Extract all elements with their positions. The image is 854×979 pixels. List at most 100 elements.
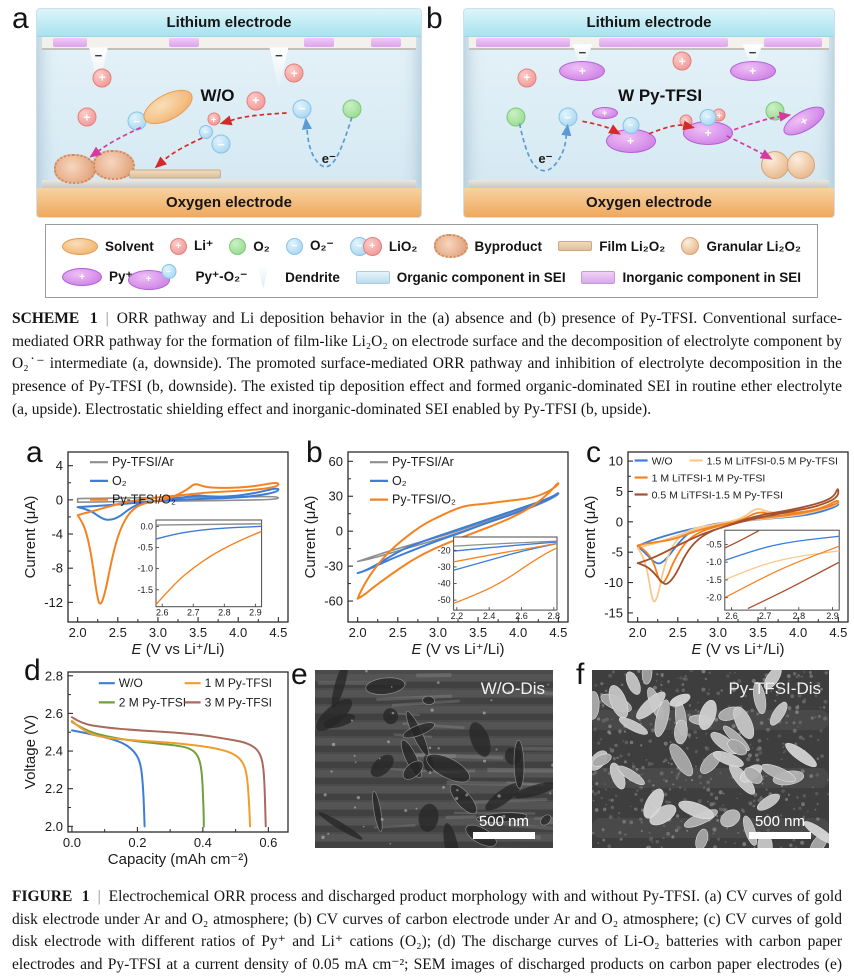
caption-separator: | — [97, 888, 101, 905]
solvent-icon — [62, 237, 98, 255]
legend-item: Dendrite — [257, 265, 340, 289]
superoxide-icon: − — [558, 107, 578, 127]
svg-text:-40: -40 — [438, 579, 451, 589]
scheme-caption: SCHEME 1 | ORR pathway and Li deposition b… — [12, 308, 842, 421]
legend-label: O₂ — [392, 474, 407, 488]
legend-label: 3 M Py-TFSI — [205, 695, 272, 709]
inset-series-inset-o2 — [156, 525, 262, 540]
inorganic-sei-segment — [476, 38, 570, 47]
legend-item-label: O₂ — [253, 238, 270, 254]
li-ion-icon: + — [92, 68, 112, 88]
scheme-legend: Solvent + Li⁺ O₂ − O₂⁻ − + LiO₂ Byproduct Film Li₂… — [45, 224, 818, 298]
legend-label: Py-TFSI/O₂ — [392, 493, 456, 507]
oxygen-electrode-label: Oxygen electrode — [37, 188, 421, 217]
legend-item: + − Py⁺-O₂⁻ — [127, 264, 248, 290]
scale-bar — [473, 832, 535, 839]
inset-series-inset-py-o2 — [156, 530, 262, 606]
svg-text:0: 0 — [336, 524, 343, 539]
py-cation-icon: + — [591, 107, 618, 119]
inset-box — [453, 536, 558, 611]
legend-item-label: LiO₂ — [388, 238, 418, 254]
svg-text:4.0: 4.0 — [229, 625, 247, 640]
legend-item-label: Py⁺ — [109, 269, 133, 284]
svg-text:-0.5: -0.5 — [137, 542, 153, 552]
py-icon: + — [62, 268, 102, 286]
legend-item-label: Byproduct — [474, 238, 543, 254]
svg-text:2.0: 2.0 — [69, 625, 87, 640]
legend-label: 0.5 M LiTFSI-1.5 M Py-TFSI — [652, 490, 783, 502]
svg-text:2.2: 2.2 — [45, 781, 63, 796]
svg-text:-30: -30 — [438, 562, 451, 572]
svg-text:-60: -60 — [324, 594, 343, 609]
legend-item: Byproduct — [433, 234, 543, 258]
svg-text:-1.0: -1.0 — [137, 564, 153, 574]
chart-svg-a: 2.0 2.5 3.0 3.5 4.0 4.5 4 0 -4 -8 -12 Current (μA) E… — [22, 451, 289, 658]
x-axis-label: E (V vs Li⁺/Li) — [692, 641, 785, 658]
legend-item: − + LiO₂ — [349, 237, 418, 256]
scale-bar-label: 500 nm — [479, 813, 529, 830]
organic-icon — [355, 270, 390, 284]
svg-text:-5: -5 — [611, 545, 623, 560]
series-o2 — [76, 487, 280, 521]
inorganic-sei-segment — [53, 38, 87, 47]
chart-svg-b: 2.0 2.5 3.0 3.5 4.0 4.5 60 30 0 -30 -60 Current (μA… — [302, 451, 569, 658]
inset-series-inset-ar — [156, 523, 262, 526]
legend-item-label: Dendrite — [285, 269, 340, 285]
svg-text:3.5: 3.5 — [749, 625, 767, 640]
svg-text:0.0: 0.0 — [140, 521, 153, 531]
figure-caption-text: Electrochemical ORR process and discharg… — [12, 888, 842, 979]
figure-panel-letter-d: d — [24, 654, 41, 687]
film-li2o2-icon — [129, 169, 222, 179]
svg-text:-4: -4 — [51, 527, 63, 542]
figure-caption: FIGURE 1 | Electrochemical ORR process and… — [12, 886, 842, 979]
o2-icon — [506, 107, 526, 127]
cv-chart-cation-ratios: 2.0 2.5 3.0 3.5 4.0 4.5 10 5 0 -5 -10 -15 Current (μ… — [582, 446, 854, 668]
legend-label: Py-TFSI/Ar — [112, 455, 174, 469]
svg-text:4.0: 4.0 — [509, 625, 527, 640]
legend-item-label: Organic component in SEI — [396, 269, 566, 285]
figure-panel-letter-a: a — [26, 436, 43, 469]
legend-item: Granular Li₂O₂ — [681, 237, 801, 255]
svg-text:2.6: 2.6 — [725, 611, 738, 621]
legend-item: Film Li₂O₂ — [558, 239, 665, 254]
legend-item: Solvent — [62, 237, 154, 255]
x-axis-label: Capacity (mAh cm⁻²) — [108, 851, 248, 868]
superoxide-icon: − — [292, 99, 312, 119]
byproduct-icon — [54, 154, 97, 185]
svg-text:-2.0: -2.0 — [706, 593, 722, 603]
svg-text:2.2: 2.2 — [451, 611, 464, 621]
legend-row: Solvent + Li⁺ O₂ − O₂⁻ − + LiO₂ Byproduct Film Li₂… — [62, 234, 801, 258]
svg-text:-1.5: -1.5 — [706, 575, 722, 585]
cell-condition-label: W Py-TFSI — [618, 86, 703, 106]
svg-text:2.9: 2.9 — [249, 608, 262, 618]
chart-svg-d: 0.0 0.2 0.4 0.6 2.0 2.2 2.4 2.6 2.8 Voltage (V) Ca… — [22, 668, 289, 868]
sei-layer — [469, 37, 829, 50]
electrode-substrate — [42, 180, 416, 188]
scheme-caption-label: SCHEME 1 — [12, 310, 98, 327]
inset-series-inset-dr-up — [724, 530, 760, 549]
legend-item: Inorganic component in SEI — [581, 270, 801, 285]
legend-item: − O₂⁻ — [286, 237, 334, 255]
inset-series-inset-py-dn — [453, 547, 558, 605]
svg-text:2.9: 2.9 — [826, 611, 839, 621]
discharge-curves-chart: 0.0 0.2 0.4 0.6 2.0 2.2 2.4 2.6 2.8 Voltage (V) Ca… — [22, 666, 294, 878]
py-cation-icon: + — [729, 61, 776, 82]
svg-text:2.5: 2.5 — [109, 625, 127, 640]
sem-image-with-pytfsi: Py-TFSI-Dis 500 nm — [586, 660, 836, 859]
series-py-1m — [70, 719, 252, 828]
electron-label: e⁻ — [538, 150, 553, 166]
py-cation-icon: + — [779, 101, 830, 142]
legend-row: + Py⁺ + − Py⁺-O₂⁻ Dendrite Organic component i… — [62, 264, 801, 290]
legend-item-label: Granular Li₂O₂ — [706, 238, 801, 254]
granular-li2o2-icon — [786, 151, 815, 179]
scheme-items: − − + + + + + − − − − e⁻ W/O — [37, 9, 421, 217]
superoxide-icon: − — [211, 134, 231, 154]
y-axis-label: Current (μA) — [582, 496, 599, 579]
svg-text:0.0: 0.0 — [63, 835, 81, 850]
y-axis-label: Current (μA) — [302, 496, 319, 579]
scale-bar — [749, 832, 811, 839]
superoxide-icon: − — [198, 124, 213, 139]
legend-item-label: Py⁺-O₂⁻ — [195, 269, 248, 284]
inset-series-inset-or — [724, 545, 840, 599]
